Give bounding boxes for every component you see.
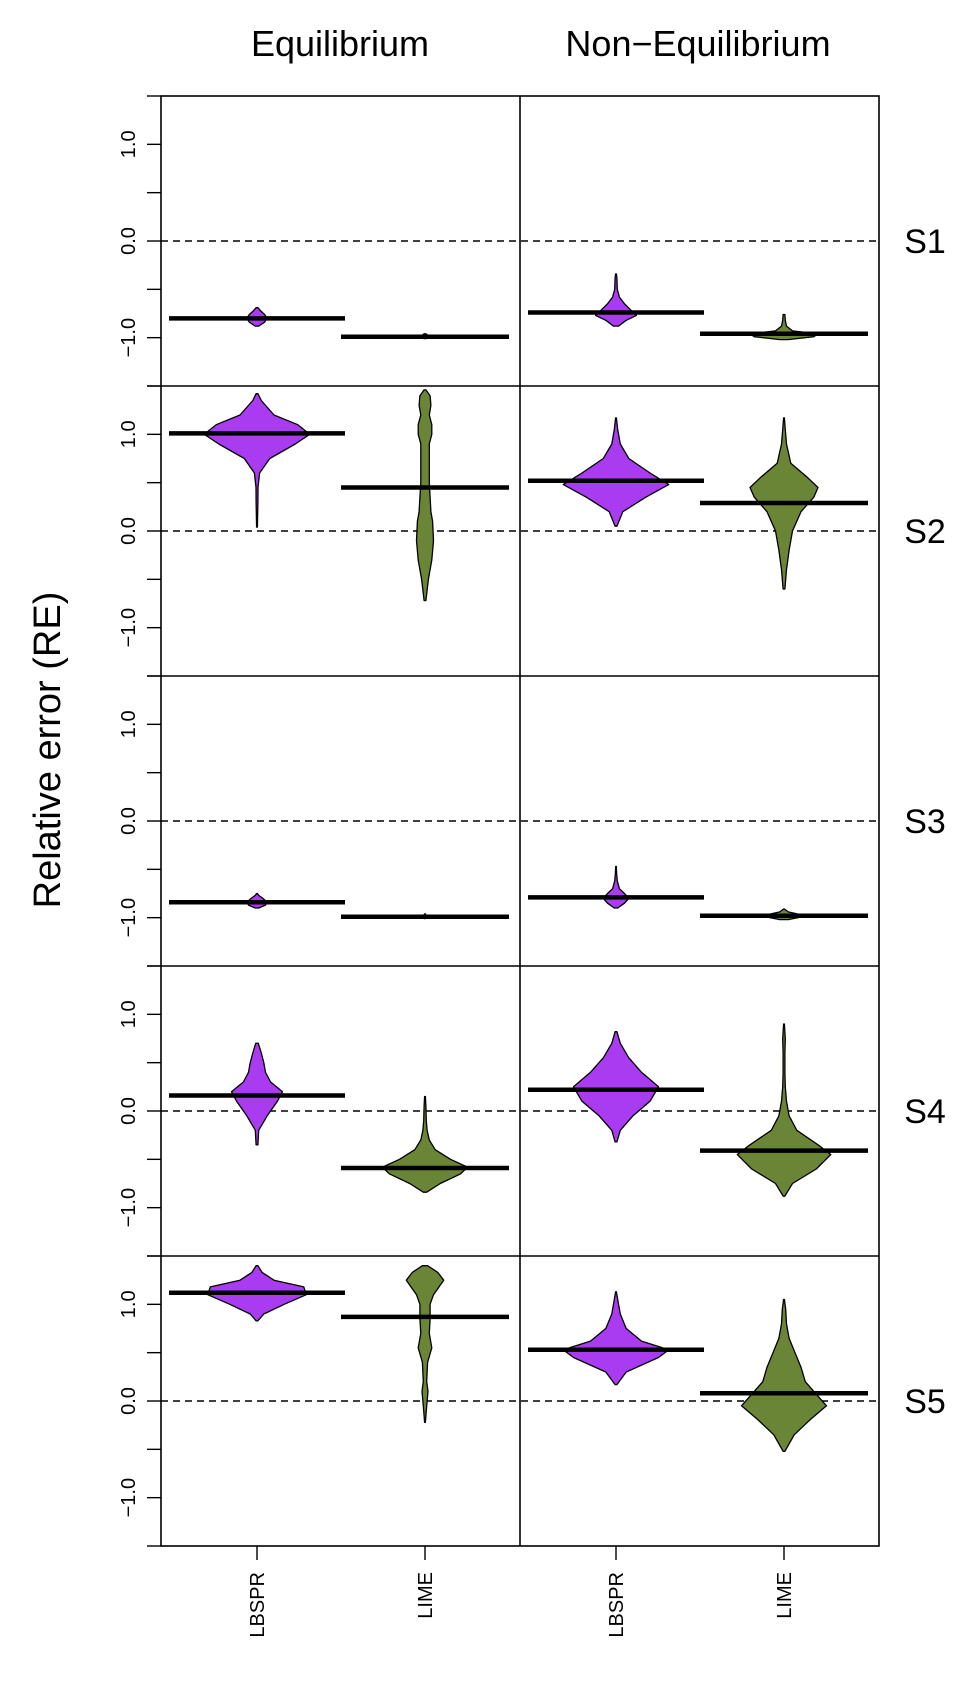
y-tick-label: 0.0 [118,807,140,835]
y-axis-ticks-s5: 1.0 0.0 −1.0 [118,1255,161,1547]
column-title-non-equilibrium: Non−Equilibrium [565,23,830,64]
panel-s5-non-equilibrium [528,1291,868,1452]
violin-lbspr [572,1031,660,1143]
y-tick-label: 1.0 [118,1290,140,1318]
violin-lbspr [203,393,311,528]
x-tick-label-lime: LIME [415,1572,437,1619]
panel-s1-non-equilibrium [528,273,868,341]
y-tick-label: 0.0 [118,1387,140,1415]
x-tick-label-lbspr: LBSPR [606,1572,628,1638]
violin-lbspr [562,1291,670,1386]
row-label-s4: S4 [904,1093,946,1131]
y-tick-label: 0.0 [118,227,140,255]
x-tick-label-lbspr: LBSPR [247,1572,269,1638]
violin-lime [736,1023,832,1197]
panel-s2-non-equilibrium [528,417,868,590]
y-tick-label: −1.0 [118,898,140,937]
violin-lime [415,389,435,602]
x-axis: LBSPR LIME LBSPR LIME [247,1546,796,1638]
y-tick-label: −1.0 [118,1478,140,1517]
violin-lime [405,1265,445,1423]
panels-layer: 1.0 0.0 −1.0 S1 1.0 0.0 −1.0 S2 1.0 0.0 −1.0 S3 1.0 0… [118,95,946,1638]
violin-lbspr [562,417,670,527]
panel-s5-equilibrium [169,1265,509,1423]
panel-s3-non-equilibrium [528,865,868,921]
y-tick-label: 0.0 [118,1097,140,1125]
y-tick-label: −1.0 [118,318,140,357]
y-tick-label: 1.0 [118,130,140,158]
row-label-s2: S2 [904,513,946,551]
y-tick-label: 1.0 [118,1000,140,1028]
y-axis-ticks-s4: 1.0 0.0 −1.0 [118,965,161,1257]
panel-s4-equilibrium [169,1042,509,1193]
y-tick-label: −1.0 [118,608,140,647]
x-tick-label-lime: LIME [774,1572,796,1619]
panel-s2-equilibrium [169,389,509,602]
panel-s1-equilibrium [169,307,509,340]
row-label-s1: S1 [904,223,946,261]
y-axis-ticks-s3: 1.0 0.0 −1.0 [118,675,161,967]
y-axis-ticks-s1: 1.0 0.0 −1.0 [118,95,161,387]
panel-s4-non-equilibrium [528,1023,868,1197]
column-title-equilibrium: Equilibrium [251,23,429,64]
violin-lbspr [602,865,630,909]
violin-lbspr [594,273,638,327]
row-label-s3: S3 [904,803,946,841]
y-tick-label: 1.0 [118,710,140,738]
y-tick-label: −1.0 [118,1188,140,1227]
violin-lime [740,1298,828,1452]
y-axis-label: Relative error (RE) [27,592,69,909]
y-axis-ticks-s2: 1.0 0.0 −1.0 [118,385,161,677]
y-tick-label: 0.0 [118,517,140,545]
panel-s3-equilibrium [169,892,509,920]
row-label-s5: S5 [904,1383,946,1421]
y-tick-label: 1.0 [118,420,140,448]
